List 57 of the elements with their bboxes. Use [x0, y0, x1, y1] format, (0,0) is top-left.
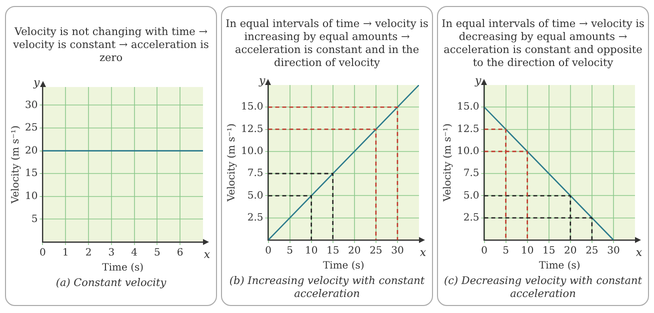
y-tick-label: 15.0: [241, 102, 264, 113]
y-tick-label: 25: [24, 122, 38, 134]
x-tick-label: 1: [62, 248, 69, 259]
x-tick-label: 25: [370, 246, 382, 257]
y-tick-label: 5.0: [463, 190, 480, 202]
x-tick-label: 6: [176, 248, 184, 259]
y-tick-label: 2.5: [463, 212, 480, 224]
y-axis-title: Velocity (m s⁻¹): [226, 123, 238, 202]
text: (b) Increasing velocity with constant acceleration: [228, 275, 426, 301]
x-tick-label: 5: [154, 248, 160, 259]
y-tick-label: 5: [31, 214, 38, 225]
y-tick-label: 10.0: [241, 146, 264, 158]
y-tick-label: 10.0: [457, 146, 480, 158]
x-tick-label: 0: [481, 246, 488, 257]
text: y: [32, 76, 41, 89]
text: x: [204, 248, 211, 261]
x-tick-label: 15: [326, 246, 340, 257]
x-tick-label: 4: [131, 248, 138, 259]
y-tick-label: 12.5: [457, 124, 480, 135]
x-tick-label: 20: [348, 246, 361, 257]
chart-title: In equal intervals of time → velocity is increasing by equal amounts → acceleration is constant and in the direction of velocity: [226, 18, 428, 69]
x-tick-label: 10: [520, 246, 534, 257]
x-tick-label: 20: [564, 246, 577, 257]
text: (a) Constant velocity: [56, 277, 166, 290]
x-tick-label: 2: [85, 248, 92, 259]
x-tick-label: 25: [586, 246, 598, 257]
x-tick-label: 3: [108, 248, 115, 259]
text: y: [258, 74, 266, 87]
x-tick-label: 0: [40, 248, 46, 259]
y-tick-label: 7.5: [463, 168, 480, 180]
x-axis-title: Time (s): [322, 260, 364, 272]
y-tick-label: 10: [24, 191, 38, 202]
y-tick-label: 2.5: [247, 212, 264, 224]
y-tick-label: 20: [24, 145, 38, 156]
x-tick-label: 30: [391, 246, 404, 257]
y-tick-label: 12.5: [241, 124, 264, 135]
text: (c) Decreasing velocity with constant acceleration: [442, 275, 644, 301]
y-tick-label: 7.5: [247, 168, 264, 180]
x-tick-label: 5: [286, 246, 293, 257]
text: x: [636, 246, 643, 259]
y-tick-label: 15: [24, 168, 38, 180]
text: y: [474, 74, 482, 87]
x-tick-label: 30: [607, 246, 620, 257]
x-tick-label: 0: [265, 246, 272, 257]
chart-title: Velocity is not changing with time → velocity is constant → acceleration is zero: [13, 26, 209, 64]
y-tick-label: 5.0: [247, 190, 264, 202]
y-axis-title: Velocity (m s⁻¹): [10, 125, 22, 204]
x-tick-label: 5: [502, 246, 509, 257]
y-tick-label: 30: [24, 100, 38, 111]
x-tick-label: 15: [542, 246, 556, 257]
text: x: [420, 246, 427, 259]
chart-title: In equal intervals of time → velocity is decreasing by equal amounts → acceleration is constant and opposite to the direction of velocity: [442, 18, 644, 69]
y-tick-label: 15.0: [457, 102, 480, 113]
x-axis-title: Time (s): [538, 260, 580, 272]
y-axis-title: Velocity (m s⁻¹): [442, 123, 454, 202]
x-tick-label: 10: [304, 246, 318, 257]
x-axis-title: Time (s): [102, 262, 144, 274]
